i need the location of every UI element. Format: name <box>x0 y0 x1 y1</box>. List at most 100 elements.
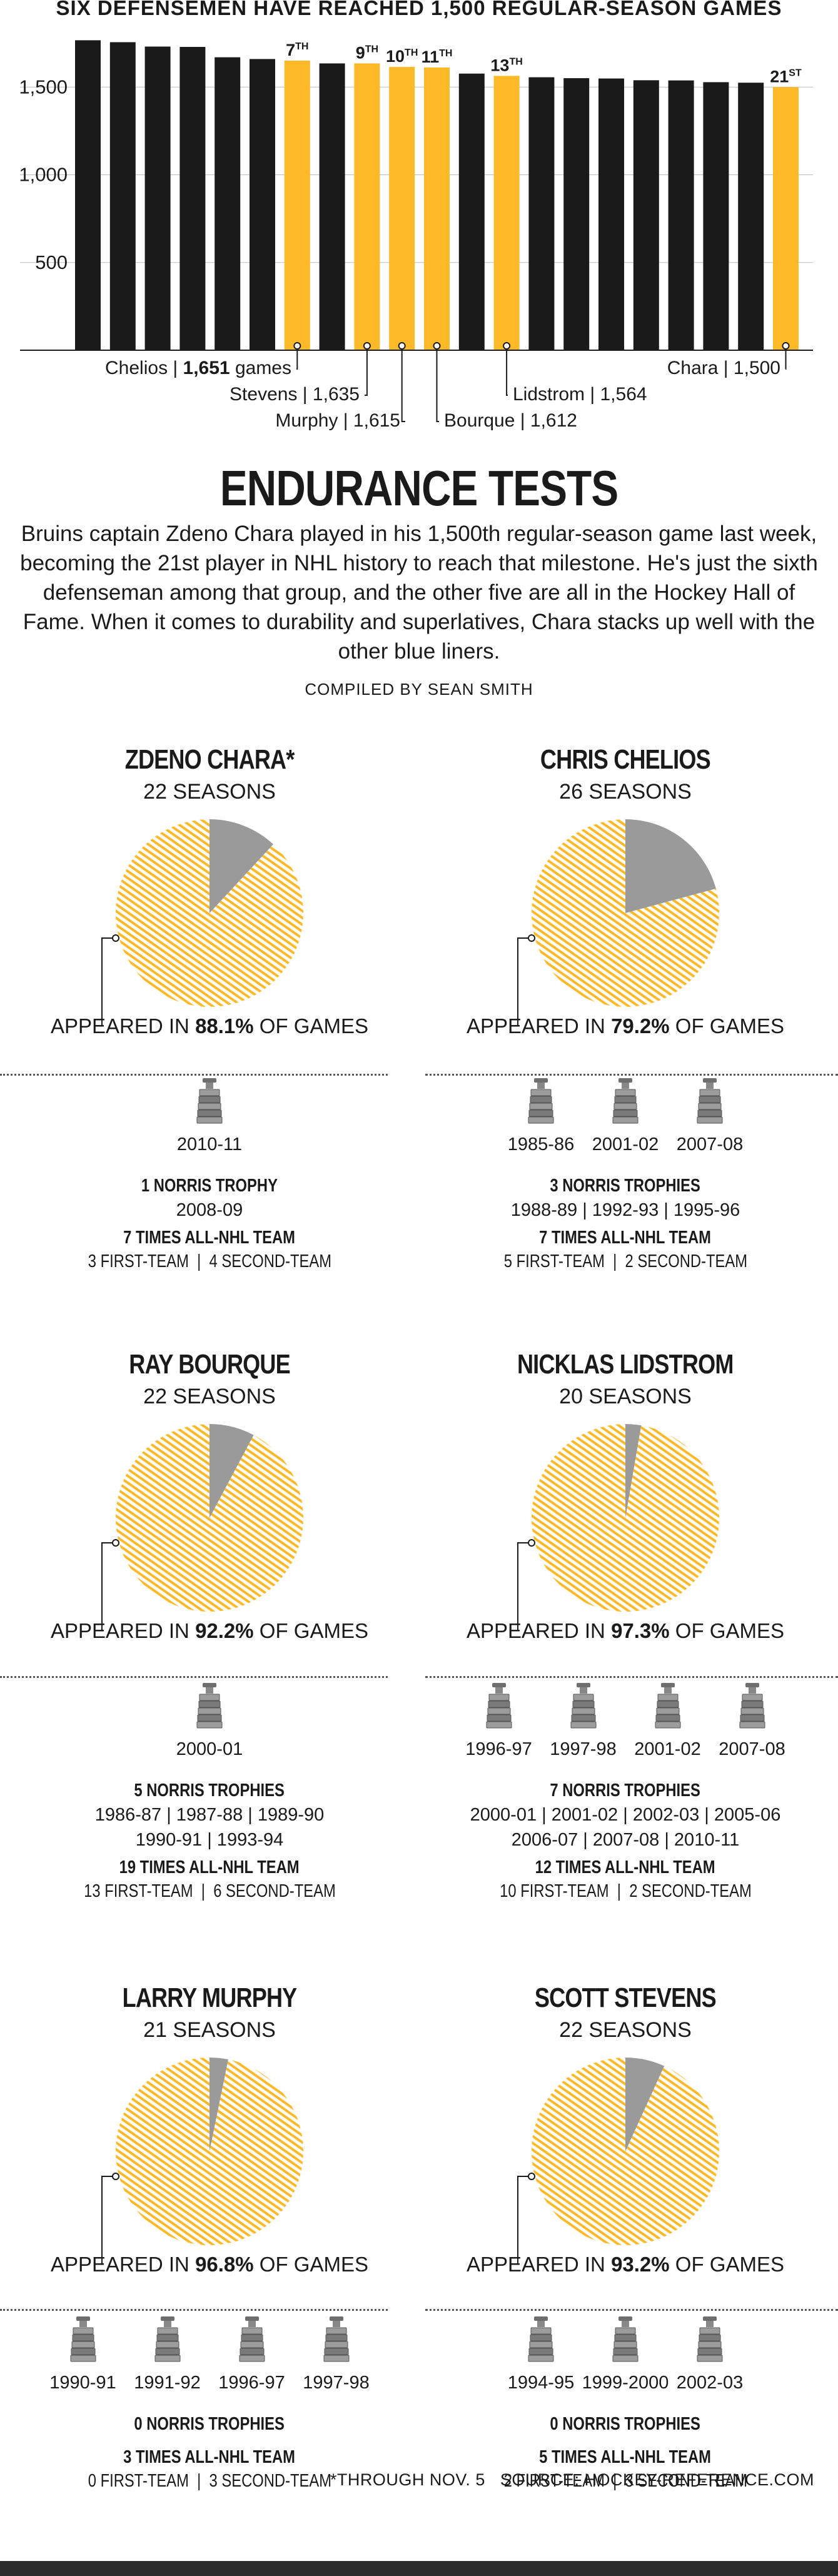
bar <box>284 60 310 350</box>
chart-title: SIX DEFENSEMEN HAVE REACHED 1,500 REGULA… <box>56 0 782 19</box>
norris-seasons: 2006-07 | 2007-08 | 2010-11 <box>511 1830 740 1850</box>
all-nhl-heading: 7 TIMES ALL-NHL TEAM <box>539 1228 712 1248</box>
all-nhl-heading: 3 TIMES ALL-NHL TEAM <box>123 2447 296 2467</box>
divider <box>0 1676 388 1678</box>
stanley-cup-icon <box>570 1683 596 1729</box>
cup-season-label: 2007-08 <box>676 1134 744 1154</box>
headline-text: ENDURANCE TESTS <box>220 460 618 516</box>
bar <box>458 73 485 351</box>
bar <box>528 77 555 351</box>
leader-line <box>365 349 368 396</box>
pie-slice-appeared <box>116 819 304 1007</box>
all-nhl-detail: 13 FIRST-TEAM | 6 SECOND-TEAM <box>83 1881 336 1901</box>
norris-heading: 3 NORRIS TROPHIES <box>550 1176 701 1196</box>
all-nhl-detail: 3 FIRST-TEAM | 4 SECOND-TEAM <box>88 1251 331 1271</box>
player-name: NICKLAS LIDSTROM <box>425 1349 825 1380</box>
stanley-cup-icon <box>655 1683 680 1729</box>
marker-dot <box>433 342 441 350</box>
bar <box>354 63 380 350</box>
stanley-cup-icon <box>739 1683 765 1729</box>
appearance-pie <box>532 2058 719 2245</box>
player-seasons: 20 SEASONS <box>559 1385 692 1408</box>
bar <box>668 80 694 350</box>
norris-heading: 1 NORRIS TROPHY <box>141 1176 278 1196</box>
leader-line <box>785 349 787 370</box>
all-nhl-heading: 12 TIMES ALL-NHL TEAM <box>535 1857 715 1877</box>
norris-heading: 0 NORRIS TROPHIES <box>550 2414 701 2434</box>
divider <box>425 1074 838 1076</box>
stanley-cup-icon <box>528 1078 554 1124</box>
player-name-text: SCOTT STEVENS <box>534 1983 717 2013</box>
bar-annotation: Stevens | 1,635 <box>230 384 360 405</box>
divider <box>425 1676 838 1678</box>
bar-annotation: Lidstrom | 1,564 <box>513 384 647 405</box>
norris-heading: 7 NORRIS TROPHIES <box>550 1780 701 1801</box>
marker-dot <box>398 342 406 350</box>
bar <box>738 83 764 351</box>
bar <box>563 78 590 351</box>
appearance-label: APPEARED IN 96.8% OF GAMES <box>50 2253 368 2276</box>
marker-dot <box>503 342 511 350</box>
all-nhl-detail: 2 FIRST-TEAM | 3 SECOND-TEAM <box>503 2471 747 2491</box>
cup-season-label: 2007-08 <box>719 1739 785 1759</box>
rank-label: 9TH <box>356 43 378 62</box>
norris-seasons: 2000-01 | 2001-02 | 2002-03 | 2005-06 <box>470 1805 781 1825</box>
appearance-pie <box>116 819 304 1007</box>
bar <box>389 66 415 351</box>
rank-label: 21ST <box>770 67 802 86</box>
pie-slice-missed <box>625 1424 642 1518</box>
y-tick-label: 1,000 <box>19 164 68 186</box>
player-seasons: 21 SEASONS <box>143 2018 276 2042</box>
player-name: SCOTT STEVENS <box>425 1983 825 2014</box>
rank-label: 10TH <box>386 47 418 66</box>
player-seasons: 26 SEASONS <box>559 780 692 804</box>
cup-season-label: 2001-02 <box>634 1739 701 1759</box>
player-seasons: 22 SEASONS <box>143 1385 276 1408</box>
pie-leader <box>101 1539 119 1630</box>
divider <box>0 1074 388 1076</box>
cup-season-label: 1996-97 <box>465 1739 532 1759</box>
bar <box>424 67 450 351</box>
player-name-text: RAY BOURQUE <box>129 1349 290 1380</box>
norris-seasons: 1988-89 | 1992-93 | 1995-96 <box>510 1200 740 1220</box>
leader-line <box>296 349 298 370</box>
bar <box>703 82 729 350</box>
appearance-label: APPEARED IN 79.2% OF GAMES <box>466 1014 784 1038</box>
appearance-pie <box>115 2058 304 2245</box>
pie-slice-missed <box>210 2058 228 2151</box>
cup-season-label: 1999-2000 <box>582 2373 669 2393</box>
all-nhl-detail: 5 FIRST-TEAM | 2 SECOND-TEAM <box>503 1251 747 1271</box>
player-seasons: 22 SEASONS <box>559 2018 692 2042</box>
all-nhl-detail: 0 FIRST-TEAM | 3 SECOND-TEAM <box>88 2471 331 2491</box>
bar <box>319 63 345 350</box>
player-seasons: 22 SEASONS <box>143 780 276 804</box>
credit-line: COMPILED BY SEAN SMITH <box>305 680 533 699</box>
bar-annotation: Chara | 1,500 <box>667 358 780 378</box>
footer-note: *THROUGH NOV. 5 SOURCE: HOCKEY-REFERENCE… <box>330 2470 814 2489</box>
cup-season-label: 1991-92 <box>134 2373 201 2393</box>
bar-annotation: Bourque | 1,612 <box>444 410 577 431</box>
cup-season-label: 2000-01 <box>176 1739 243 1759</box>
cup-season-label: 2002-03 <box>676 2373 744 2393</box>
stanley-cup-icon <box>697 1078 723 1124</box>
y-tick-label: 500 <box>35 251 68 273</box>
pie-leader <box>101 934 119 1026</box>
bar <box>75 40 101 350</box>
norris-seasons: 1990-91 | 1993-94 <box>135 1830 284 1850</box>
player-name-text: NICKLAS LIDSTROM <box>517 1349 734 1380</box>
leader-line <box>506 349 508 396</box>
y-tick-label: 1,500 <box>19 76 68 98</box>
appearance-label: APPEARED IN 97.3% OF GAMES <box>466 1619 784 1642</box>
leader-line <box>401 349 405 422</box>
cup-season-label: 1990-91 <box>49 2373 116 2393</box>
pie-leader <box>517 1539 535 1630</box>
marker-dot <box>293 342 301 350</box>
cup-season-label: 1994-95 <box>507 2373 575 2393</box>
pie-slice-missed <box>210 1424 254 1518</box>
stanley-cup-icon <box>528 2316 554 2362</box>
bar-annotation: Murphy | 1,615 <box>275 410 400 431</box>
stanley-cup-icon <box>323 2316 349 2362</box>
stanley-cup-icon <box>70 2316 96 2362</box>
appearance-label: APPEARED IN 93.2% OF GAMES <box>466 2253 784 2276</box>
bar <box>179 47 206 350</box>
